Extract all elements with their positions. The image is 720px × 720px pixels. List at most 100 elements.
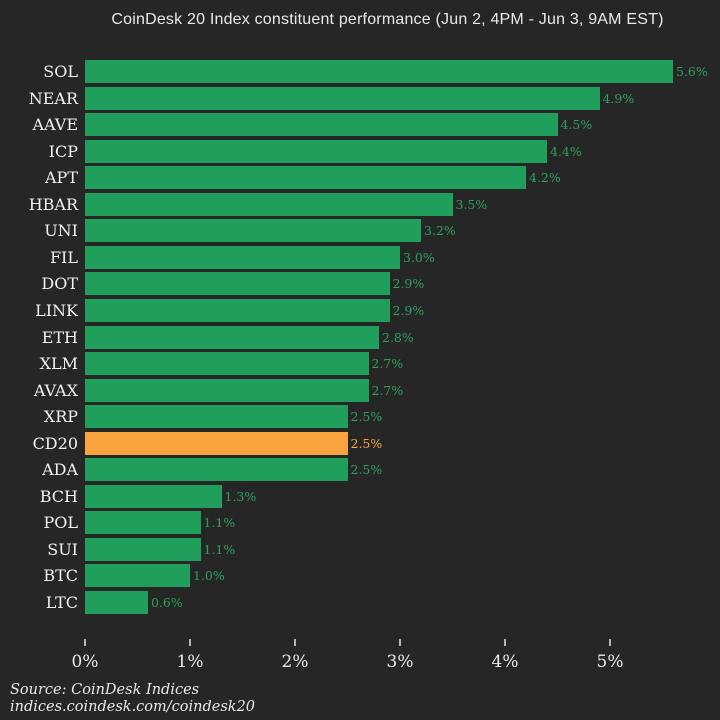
value-label-near: 4.9%	[602, 90, 635, 106]
chart-row-cd20: CD20 2.5%	[0, 431, 720, 455]
source-url: indices.coindesk.com/coindesk20	[10, 699, 256, 715]
category-label-xrp: XRP	[43, 407, 78, 427]
x-tick-label-1: 1%	[176, 652, 204, 672]
value-label-fil: 3.0%	[403, 249, 435, 265]
category-label-cd20: CD20	[32, 433, 78, 453]
value-label-cd20: 2.5%	[350, 435, 383, 451]
chart-row-btc: BTC 1.0%	[0, 564, 720, 588]
source-line: Source: CoinDesk Indices	[10, 682, 200, 698]
category-label-icp: ICP	[48, 141, 78, 161]
value-label-aave: 4.5%	[560, 117, 593, 133]
chart-title: CoinDesk 20 Index constituent performanc…	[111, 11, 664, 28]
category-label-bch: BCH	[39, 486, 78, 506]
bar-apt	[85, 166, 526, 190]
chart-row-aave: AAVE 4.5%	[0, 113, 720, 137]
bar-eth	[85, 325, 379, 349]
value-label-pol: 1.1%	[203, 515, 236, 531]
value-label-avax: 2.7%	[371, 382, 404, 398]
bar-cd20	[85, 431, 348, 455]
bar-fil	[85, 245, 400, 269]
value-label-xrp: 2.5%	[350, 409, 383, 425]
category-label-ada: ADA	[42, 460, 78, 480]
value-label-icp: 4.4%	[550, 143, 582, 159]
source-footer: Source: CoinDesk Indices indices.coindes…	[10, 682, 255, 716]
category-label-pol: POL	[43, 513, 78, 533]
chart-row-near: NEAR 4.9%	[0, 86, 720, 110]
chart-row-fil: FIL 3.0%	[0, 245, 720, 269]
bar-bch	[85, 484, 222, 508]
value-label-bch: 1.3%	[224, 488, 257, 504]
value-label-dot: 2.9%	[392, 276, 425, 292]
x-tick-label-5: 5%	[596, 652, 624, 672]
value-label-uni: 3.2%	[424, 223, 456, 239]
chart-row-sol: SOL 5.6%	[0, 60, 720, 83]
category-label-xlm: XLM	[39, 354, 78, 374]
x-tick-label-3: 3%	[386, 652, 414, 672]
x-tick-label-4: 4%	[491, 652, 519, 672]
bar-icp	[85, 139, 547, 163]
category-label-apt: APT	[45, 168, 78, 188]
value-label-apt: 4.2%	[529, 170, 561, 186]
category-label-link: LINK	[35, 300, 78, 320]
bar-xlm	[85, 352, 369, 376]
chart-row-apt: APT 4.2%	[0, 166, 720, 190]
category-label-hbar: HBAR	[28, 194, 78, 214]
bar-xrp	[85, 405, 348, 429]
chart-row-xrp: XRP 2.5%	[0, 405, 720, 429]
bar-ada	[85, 458, 348, 482]
bar-plot-area: SOL 5.6% NEAR 4.9% AAVE 4.5% ICP 4.4% APT 4.2% HBA…	[0, 60, 720, 618]
x-tick-mark-4	[504, 639, 506, 646]
chart-row-dot: DOT 2.9%	[0, 272, 720, 296]
value-label-eth: 2.8%	[382, 329, 414, 345]
value-label-btc: 1.0%	[193, 568, 225, 584]
chart-row-sui: SUI 1.1%	[0, 537, 720, 561]
category-label-fil: FIL	[49, 247, 78, 267]
chart-row-eth: ETH 2.8%	[0, 325, 720, 349]
bar-pol	[85, 511, 201, 535]
bar-btc	[85, 564, 190, 588]
bar-ltc	[85, 591, 148, 614]
value-label-sol: 5.6%	[676, 64, 708, 79]
category-label-uni: UNI	[44, 221, 78, 241]
category-label-ltc: LTC	[45, 593, 78, 612]
chart-row-hbar: HBAR 3.5%	[0, 192, 720, 216]
x-tick-mark-2	[294, 639, 296, 646]
chart-row-uni: UNI 3.2%	[0, 219, 720, 243]
category-label-btc: BTC	[43, 566, 78, 586]
value-label-link: 2.9%	[392, 302, 425, 318]
bar-sui	[85, 537, 201, 561]
value-label-hbar: 3.5%	[455, 196, 488, 212]
category-label-near: NEAR	[28, 88, 78, 108]
bar-near	[85, 86, 600, 110]
category-label-eth: ETH	[41, 327, 78, 347]
bar-hbar	[85, 192, 453, 216]
bar-avax	[85, 378, 369, 402]
x-tick-label-0: 0%	[71, 652, 99, 672]
value-label-xlm: 2.7%	[371, 356, 404, 372]
x-tick-mark-5	[609, 639, 611, 646]
value-label-sui: 1.1%	[203, 541, 236, 557]
chart-row-ltc: LTC 0.6%	[0, 591, 720, 614]
chart-row-xlm: XLM 2.7%	[0, 352, 720, 376]
x-tick-mark-0	[84, 639, 86, 646]
x-tick-mark-1	[189, 639, 191, 646]
bar-sol	[85, 60, 673, 83]
bar-link	[85, 298, 390, 322]
chart-row-link: LINK 2.9%	[0, 298, 720, 322]
chart-row-avax: AVAX 2.7%	[0, 378, 720, 402]
category-label-sui: SUI	[47, 539, 78, 559]
bar-aave	[85, 113, 558, 137]
bar-dot	[85, 272, 390, 296]
value-label-ada: 2.5%	[350, 462, 383, 478]
x-tick-mark-3	[399, 639, 401, 646]
chart-row-ada: ADA 2.5%	[0, 458, 720, 482]
category-label-sol: SOL	[43, 62, 78, 81]
category-label-dot: DOT	[41, 274, 78, 294]
category-label-aave: AAVE	[32, 115, 78, 135]
bar-uni	[85, 219, 421, 243]
value-label-ltc: 0.6%	[151, 595, 183, 610]
chart-row-icp: ICP 4.4%	[0, 139, 720, 163]
chart-row-pol: POL 1.1%	[0, 511, 720, 535]
category-label-avax: AVAX	[33, 380, 78, 400]
